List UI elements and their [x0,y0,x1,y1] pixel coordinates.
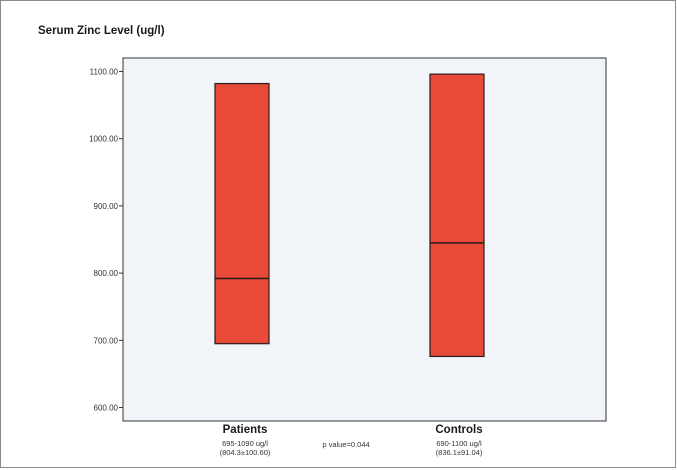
y-tick-label: 900.00 [94,202,119,211]
y-tick-label: 600.00 [94,404,119,413]
y-tick-label: 700.00 [94,336,119,345]
plot-area [122,57,607,422]
y-tick-label: 800.00 [94,269,119,278]
controls-stats-text: (836.1±91.04) [435,448,483,457]
y-tick-label: 1000.00 [89,135,118,144]
category-label-patients: Patients [222,424,268,436]
category-label-controls: Controls [435,424,483,436]
controls-range-text: 690-1100 ug/l [436,439,482,448]
chart-title: Serum Zinc Level (ug/l) [38,25,165,37]
box-patients [214,82,270,345]
y-tick-label: 1100.00 [90,67,119,76]
y-ticks: 600.00 700.00 800.00 900.00 1000.00 1100.00 [89,67,123,413]
patients-stats-text: (804.3±100.60) [219,448,271,457]
box-series [214,73,485,358]
patients-range-text: 695-1090 ug/l [222,439,268,448]
box-controls [429,73,485,358]
p-value-annotation: p value=0.044 [322,440,370,449]
